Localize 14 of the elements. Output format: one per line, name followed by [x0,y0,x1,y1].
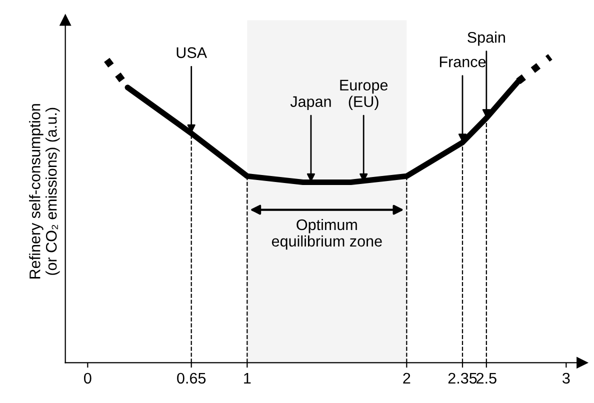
x-tick-label: 0.65 [177,372,206,384]
x-tick-label: 3 [562,372,570,384]
band-label: Optimum equilibrium zone [272,218,382,250]
x-tick-label: 0 [84,372,92,384]
annotation: USA [176,47,208,58]
x-tick-label: 2.5 [476,372,496,384]
annotation: Europe (EU) [340,80,388,110]
y-axis-title: Refinery self-consumption (or CO₂ emissions) (a.u.) [29,104,60,278]
x-tick-label: 1 [244,372,251,384]
annotation: Spain [468,32,505,46]
x-tick-label: 2.35 [448,372,477,384]
annotation: France [440,56,486,68]
annotation: Japan [290,96,331,110]
x-tick-label: 2 [403,372,410,384]
